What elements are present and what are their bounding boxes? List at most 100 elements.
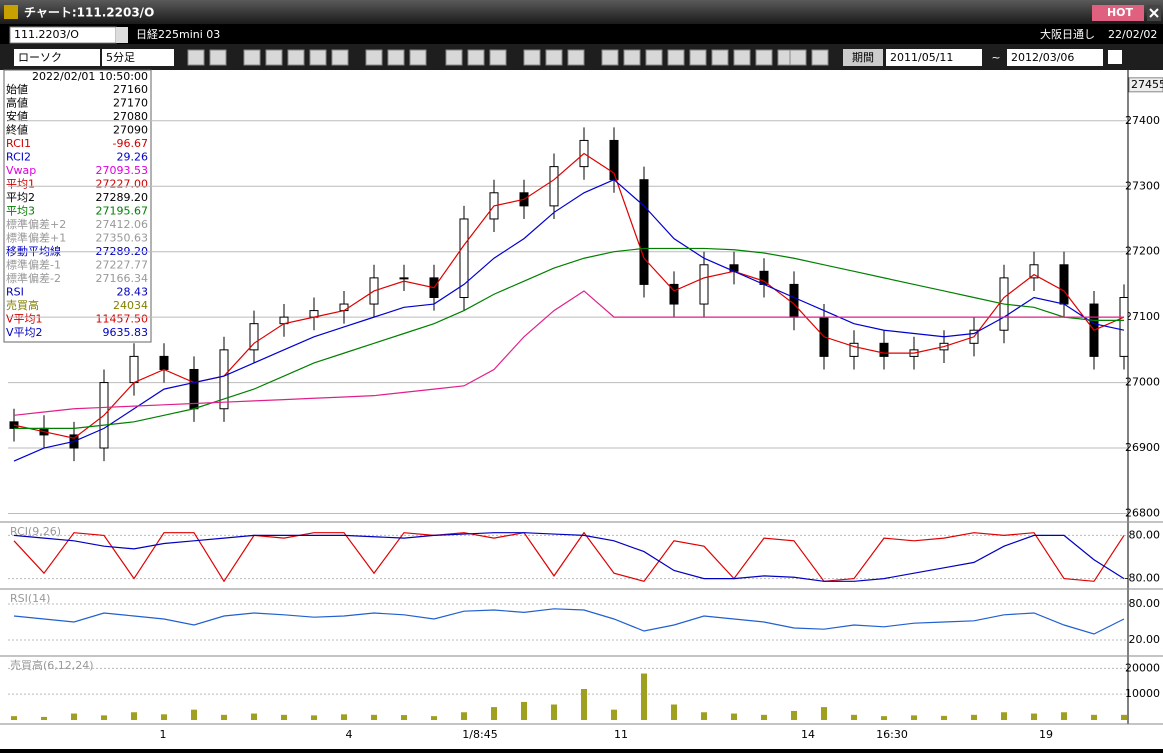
period-button[interactable] — [843, 49, 883, 66]
volume-bar — [731, 713, 737, 720]
info-label: 平均1 — [6, 178, 35, 191]
toolbar-icon[interactable] — [689, 49, 707, 66]
toolbar-icon[interactable] — [567, 49, 585, 66]
volume-bar — [971, 714, 977, 720]
indicator-line — [14, 247, 1124, 429]
toolbar-icon[interactable] — [601, 49, 619, 66]
y-tick-label: 27200 — [1125, 245, 1160, 258]
candle-body — [669, 283, 679, 305]
toolbar-icon[interactable] — [467, 49, 485, 66]
candle-body — [849, 342, 859, 357]
volume-bar — [281, 714, 287, 720]
toolbar-icon[interactable] — [265, 49, 283, 66]
info-value: 29.26 — [117, 151, 149, 164]
checkbox[interactable] — [1108, 50, 1122, 64]
volume-bar — [641, 673, 647, 720]
info-date: 2022/02/01 — [32, 70, 95, 83]
symbol-name: 日経225mini 03 — [136, 28, 220, 41]
info-value: 27195.67 — [96, 205, 149, 218]
info-label: 標準偏差+1 — [6, 231, 66, 245]
x-tick-label: 16:30 — [876, 728, 908, 741]
symbol-dropdown[interactable] — [116, 27, 128, 43]
toolbar-icon[interactable] — [623, 49, 641, 66]
toolbar-icon[interactable] — [287, 49, 305, 66]
volume-bar — [221, 714, 227, 720]
toolbar-icon[interactable] — [523, 49, 541, 66]
interval-select[interactable] — [102, 49, 174, 66]
period-label[interactable]: 期間 — [852, 51, 874, 64]
info-time: 10:50:00 — [99, 70, 148, 83]
info-value: 27170 — [113, 97, 148, 110]
info-label: 平均3 — [6, 205, 35, 218]
y-tick-label: 80.00 — [1129, 528, 1161, 541]
info-value: 27166.34 — [96, 272, 149, 285]
toolbar-icon[interactable] — [209, 49, 227, 66]
toolbar-icon[interactable] — [409, 49, 427, 66]
toolbar-icon[interactable] — [445, 49, 463, 66]
toolbar-icon[interactable] — [711, 49, 729, 66]
info-value: 27080 — [113, 110, 148, 123]
toolbar-icon[interactable] — [187, 49, 205, 66]
panel-title: 売買高(6,12,24) — [10, 658, 94, 672]
info-value: 27412.06 — [96, 218, 149, 231]
volume-bar — [71, 713, 77, 720]
candle-body — [399, 277, 409, 280]
from-date: 2011/05/11 — [890, 51, 953, 64]
toolbar-icon[interactable] — [365, 49, 383, 66]
info-value: -96.67 — [113, 137, 148, 150]
from-input[interactable] — [886, 49, 982, 66]
toolbar-icon[interactable] — [789, 49, 807, 66]
info-label: Vwap — [6, 164, 36, 177]
info-label: V平均2 — [6, 326, 43, 339]
info-value: 27350.63 — [96, 232, 149, 245]
hot-button[interactable] — [1092, 5, 1144, 21]
info-label: 標準偏差+2 — [6, 217, 66, 231]
volume-bar — [611, 709, 617, 720]
toolbar-icon[interactable] — [489, 49, 507, 66]
info-value: 27227.77 — [96, 259, 149, 272]
info-value: 27160 — [113, 83, 148, 96]
candle-body — [129, 355, 139, 384]
info-value: 9635.83 — [103, 326, 149, 339]
volume-bar — [671, 704, 677, 720]
toolbar-icon[interactable] — [331, 49, 349, 66]
info-value: 27093.53 — [96, 164, 149, 177]
info-box — [3, 69, 152, 343]
y-tick-label: -80.00 — [1125, 572, 1160, 585]
toolbar-icon[interactable] — [387, 49, 405, 66]
volume-bar — [311, 715, 317, 720]
to-input[interactable] — [1007, 49, 1103, 66]
y-tick-label: 10000 — [1125, 687, 1160, 700]
candle-body — [639, 179, 649, 285]
volume-bar — [821, 707, 827, 720]
toolbar-icon[interactable] — [545, 49, 563, 66]
y-tick-label: 27300 — [1125, 179, 1160, 192]
chart-type: ローソク — [18, 51, 62, 64]
volume-bar — [1121, 714, 1127, 720]
toolbar-icon[interactable] — [755, 49, 773, 66]
volume-bar — [941, 715, 947, 720]
info-label: RSI — [6, 286, 24, 299]
toolbar-icon[interactable] — [645, 49, 663, 66]
close-icon — [1149, 8, 1159, 18]
volume-bar — [851, 714, 857, 720]
toolbar-icon[interactable] — [243, 49, 261, 66]
y-tick-label: 20.00 — [1129, 633, 1161, 646]
toolbar-row-1 — [0, 24, 1163, 44]
indicator-line — [13, 179, 1125, 462]
volume-bar — [491, 707, 497, 720]
volume-bar — [131, 712, 137, 720]
volume-bar — [701, 712, 707, 720]
toolbar-icon[interactable] — [309, 49, 327, 66]
info-value: 27289.20 — [96, 191, 149, 204]
hot-label[interactable]: HOT — [1107, 6, 1134, 19]
toolbar-icon[interactable] — [733, 49, 751, 66]
info-label: 高値 — [6, 96, 28, 110]
toolbar-icon[interactable] — [667, 49, 685, 66]
chart-type-select[interactable] — [14, 49, 100, 66]
x-tick-label: 19 — [1039, 728, 1053, 741]
toolbar-icon[interactable] — [811, 49, 829, 66]
volume-bar — [371, 714, 377, 720]
y-tick-label: 27100 — [1125, 310, 1160, 323]
